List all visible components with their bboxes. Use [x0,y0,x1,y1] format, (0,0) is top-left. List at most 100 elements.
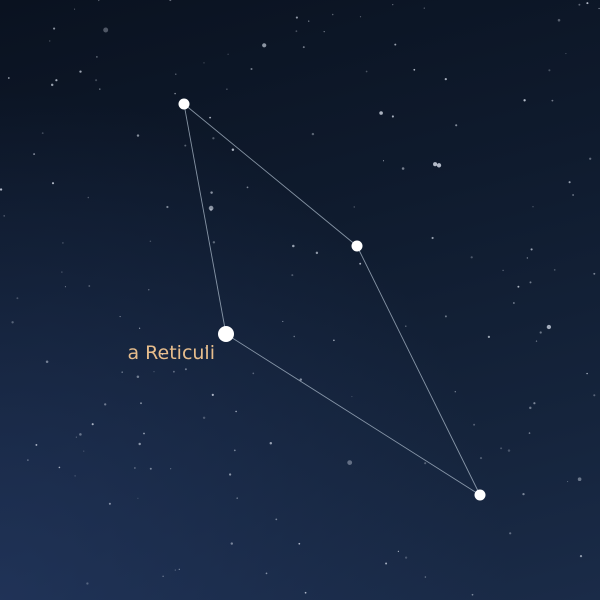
background-star [212,137,215,140]
background-star [331,13,334,16]
background-star [184,368,187,371]
background-star [265,572,268,575]
background-star [578,3,581,6]
background-star [230,542,233,545]
background-star [359,16,362,18]
background-star [184,144,187,147]
background-star [295,16,298,19]
background-star [87,196,90,199]
background-star [35,443,38,446]
background-star [104,403,107,406]
background-star [173,370,175,373]
background-star [119,316,121,318]
background-star [7,77,10,79]
background-star [295,30,298,33]
background-star [532,206,534,208]
constellation-line [356,245,481,496]
background-star [423,7,425,9]
background-star [246,186,249,189]
background-star [433,162,438,167]
background-star [507,449,511,452]
background-star [169,0,172,2]
background-star [140,402,142,405]
background-star [61,271,63,273]
background-star [51,182,55,185]
background-star [64,286,66,288]
background-star [143,432,145,435]
background-star [137,497,139,499]
background-star [302,46,305,49]
background-star [502,269,504,272]
background-star [175,73,177,75]
background-star [292,244,295,248]
background-star [96,56,98,58]
background-star [572,194,574,196]
background-star [103,27,109,33]
background-star [74,475,76,477]
background-star [436,163,442,168]
background-star [526,257,528,259]
background-star [79,70,82,73]
background-star [308,20,310,22]
background-star [58,466,61,469]
background-star [577,477,582,482]
background-star [48,40,51,42]
constellation-line [183,103,227,335]
background-star [174,92,176,95]
background-star [391,115,394,118]
constellation-stars [178,98,486,501]
background-star [79,433,82,436]
alpha-reticuli-label: a Reticuli [128,342,216,364]
background-star [108,502,111,505]
background-star [528,432,531,434]
background-star [530,248,533,251]
background-star [424,576,427,578]
background-star [413,68,416,71]
background-star [209,116,212,119]
background-star [513,302,515,304]
background-star [174,569,176,571]
background-star [382,160,385,162]
star-top [178,98,190,110]
background-star [99,88,101,90]
background-star [379,111,383,115]
background-star [134,467,136,469]
background-star [226,88,228,90]
background-star [83,450,85,452]
background-star [299,378,303,381]
background-star [533,402,536,405]
background-star [166,205,169,209]
background-star [149,240,152,242]
background-star [444,77,447,81]
background-star [202,416,206,420]
background-star [148,289,150,291]
background-star [0,188,3,191]
background-star [41,132,44,135]
background-star [500,447,503,450]
background-star [27,459,29,461]
background-star [479,457,483,460]
star-alpha-reticuli [218,326,234,342]
background-star [298,542,301,545]
background-star [53,27,56,30]
background-star [252,372,255,375]
background-star [359,262,362,265]
background-star [162,575,164,577]
background-star [567,481,569,483]
background-star [3,215,6,217]
background-star [548,69,551,72]
background-star [431,236,434,240]
background-star [236,497,238,499]
background-star [323,30,325,33]
background-star [546,324,552,330]
background-star [275,518,278,521]
background-star [529,406,532,410]
background-star [262,43,267,48]
background-star [557,18,561,22]
background-star [269,442,273,445]
background-star [304,591,307,594]
background-star [208,205,214,211]
background-star [138,327,141,329]
